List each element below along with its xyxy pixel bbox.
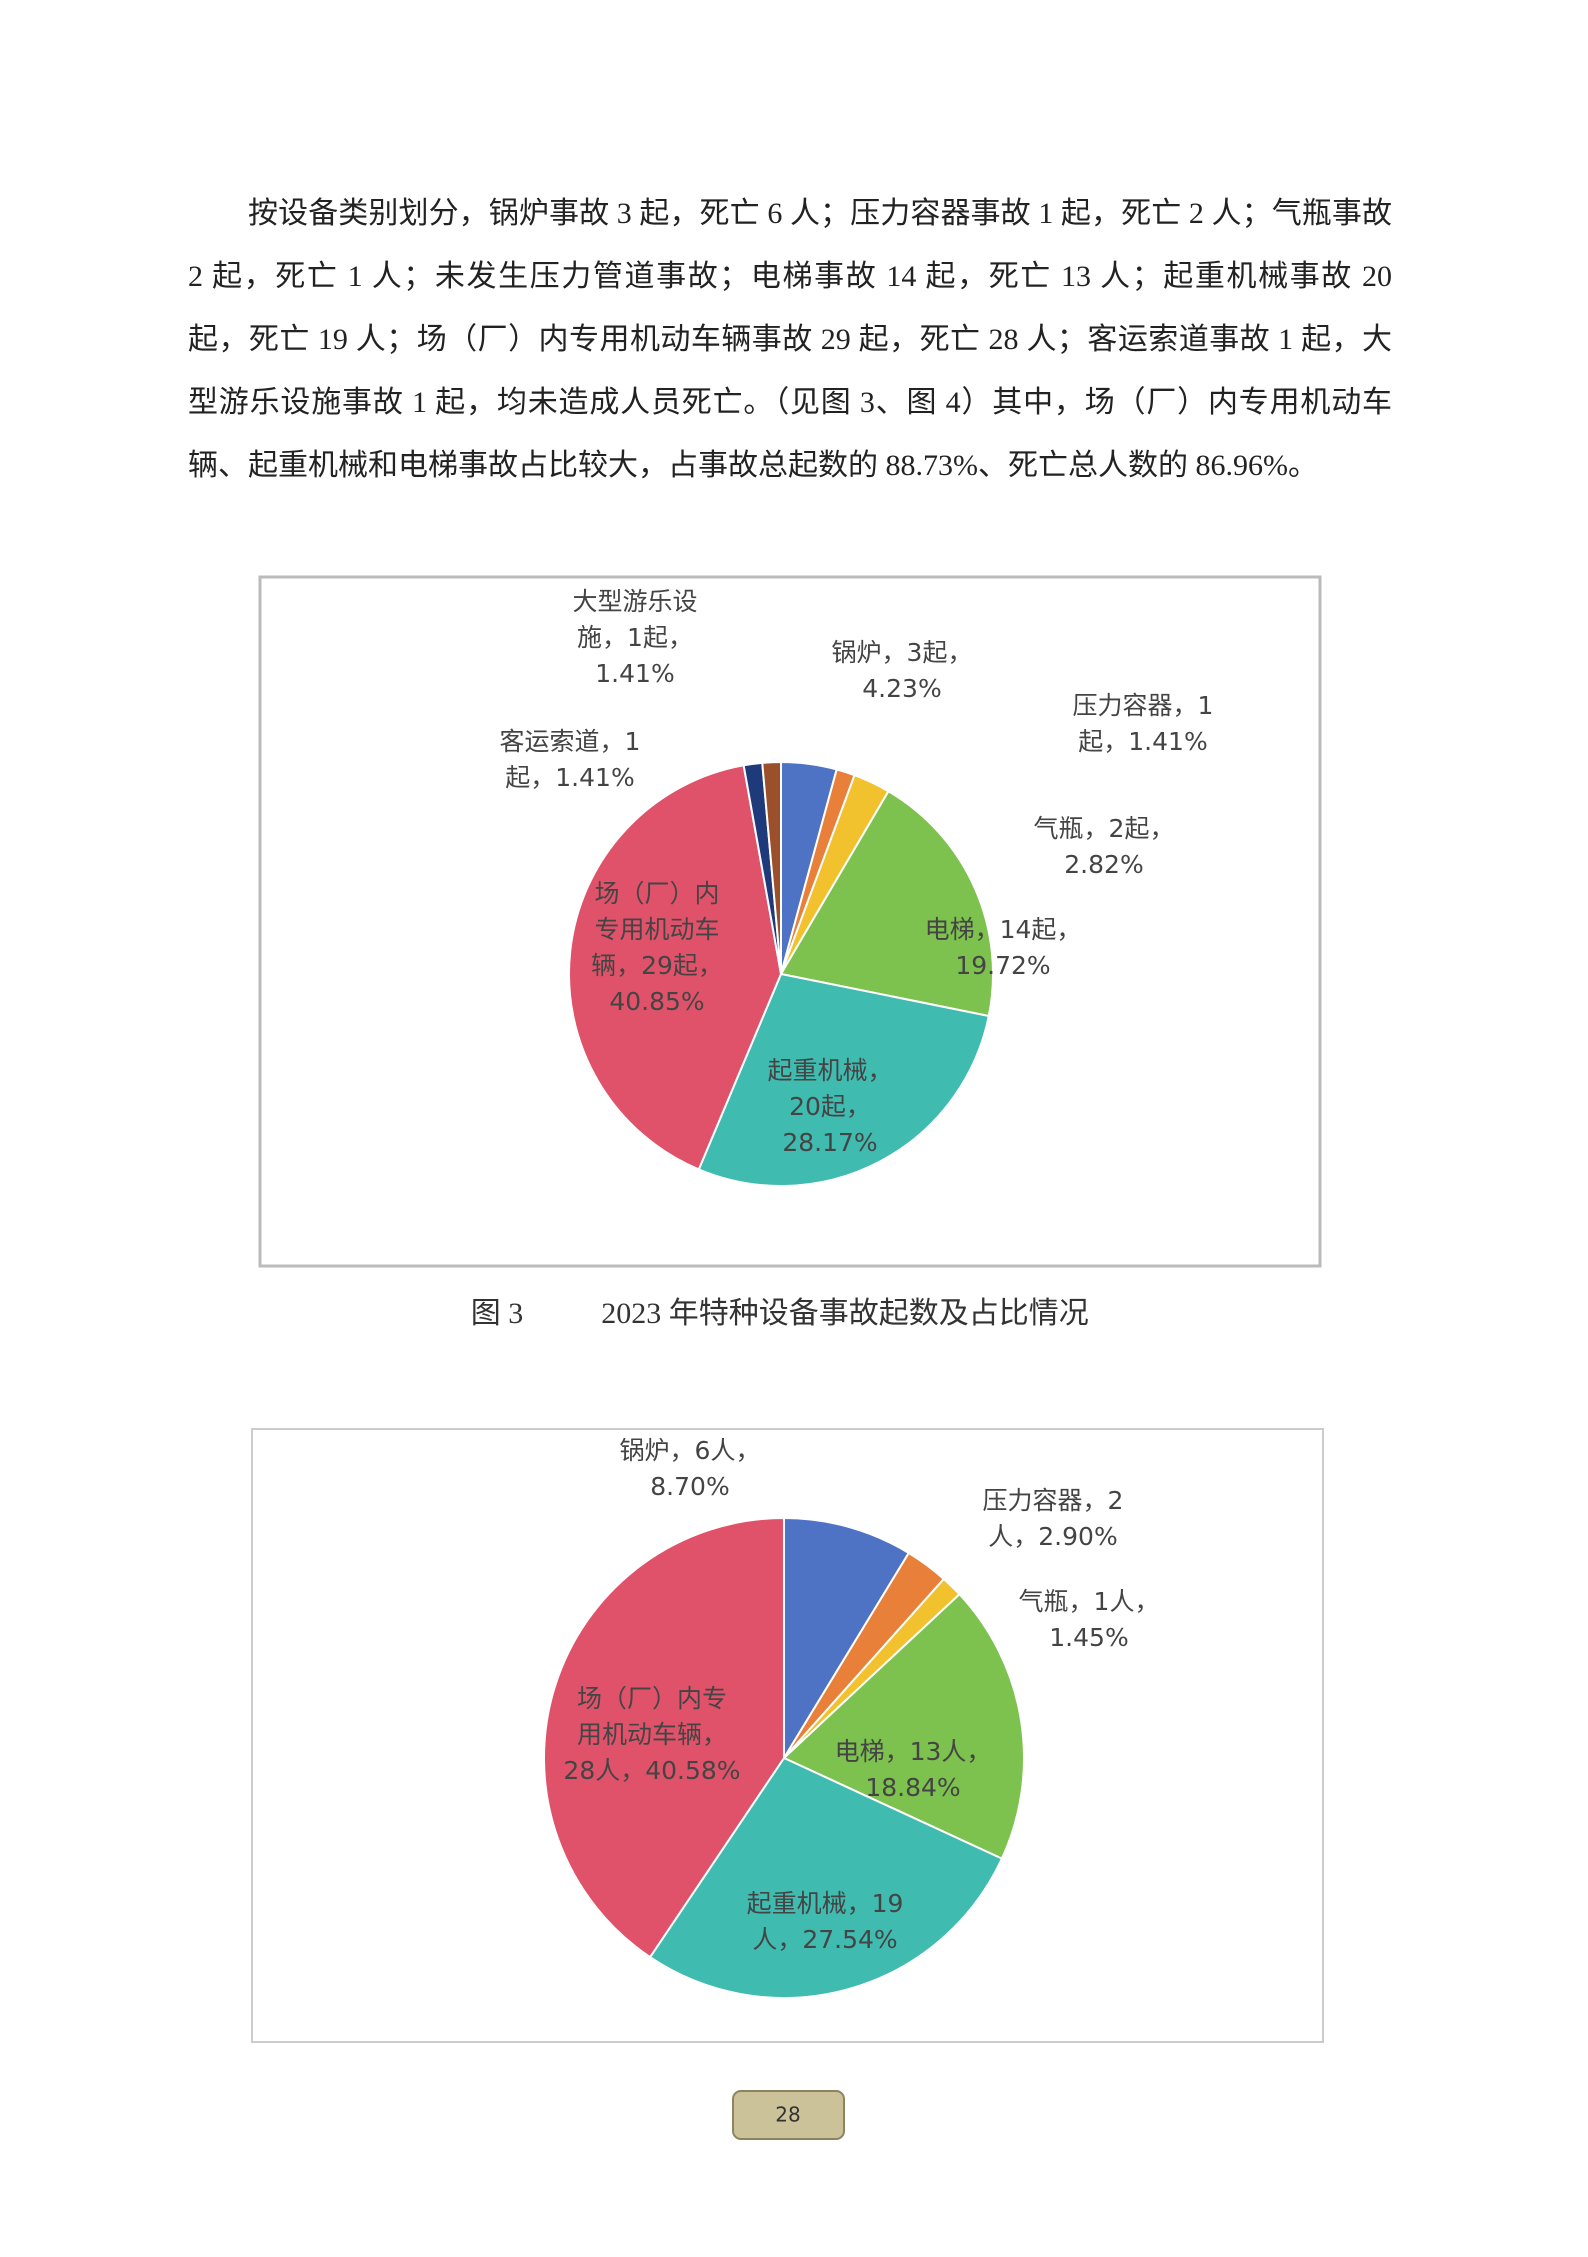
- slice-label: 28人，40.58%: [563, 1756, 740, 1785]
- slice-label: 气瓶，1人，: [1019, 1587, 1160, 1616]
- pie-slice: [783, 1516, 911, 1762]
- slice-label: 气瓶，2起，: [1034, 814, 1175, 843]
- slice-label: 4.23%: [862, 674, 941, 703]
- slice-label: 起，1.41%: [505, 763, 634, 792]
- pie-slice: [761, 760, 782, 975]
- slice-label: 压力容器，1: [1073, 691, 1214, 720]
- slice-label: 28.17%: [782, 1128, 877, 1157]
- chart-frame: [258, 575, 1322, 1268]
- caption-title: 2023 年特种设备事故起数及占比情况: [601, 1297, 1089, 1330]
- slice-label: 1.41%: [595, 659, 674, 688]
- pie-slice: [697, 972, 990, 1188]
- slice-label: 人，27.54%: [752, 1925, 897, 1954]
- paragraph: 按设备类别划分，锅炉事故 3 起，死亡 6 人；压力容器事故 1 起，死亡 2 …: [188, 197, 1392, 482]
- pie-slice: [782, 1592, 1025, 1860]
- slice-label: 场（厂）内: [594, 879, 719, 908]
- slice-label: 起重机械，19: [747, 1889, 904, 1918]
- slice-label: 起，1.41%: [1078, 727, 1207, 756]
- caption-label: 图 3: [471, 1297, 524, 1330]
- slice-label: 施，1起，: [577, 623, 693, 652]
- slice-label: 2.82%: [1064, 850, 1143, 879]
- slice-label: 用机动车辆，: [577, 1720, 727, 1749]
- slice-label: 电梯，14起，: [925, 915, 1082, 944]
- slice-label: 18.84%: [865, 1773, 960, 1802]
- slice-label: 大型游乐设: [572, 587, 697, 616]
- slice-label: 40.85%: [609, 987, 704, 1016]
- slice-label: 19.72%: [955, 951, 1050, 980]
- slice-label: 锅炉，3起，: [832, 638, 973, 667]
- pie-slice: [779, 789, 994, 1018]
- pie-slice: [648, 1756, 1004, 1999]
- slice-label: 人，2.90%: [988, 1522, 1117, 1551]
- slice-label: 锅炉，6人，: [620, 1436, 761, 1465]
- page-number-box: [732, 2090, 845, 2140]
- slice-label: 电梯，13人，: [835, 1737, 992, 1766]
- slice-label: 8.70%: [650, 1472, 729, 1501]
- slice-label: 起重机械，: [767, 1056, 892, 1085]
- slice-label: 压力容器，2: [983, 1486, 1124, 1515]
- slice-label: 场（厂）内专: [577, 1684, 727, 1713]
- slice-label: 专用机动车: [594, 915, 719, 944]
- slice-label: 辆，29起，: [591, 951, 723, 980]
- page-number: 28: [775, 2103, 800, 2127]
- pie-slice: [568, 764, 783, 1171]
- slice-label: 客运索道，1: [500, 727, 641, 756]
- pie-slice: [543, 1516, 785, 1959]
- slice-label: 20起，: [789, 1092, 871, 1121]
- slice-label: 1.45%: [1049, 1623, 1128, 1652]
- chart-frame: [251, 1428, 1324, 2043]
